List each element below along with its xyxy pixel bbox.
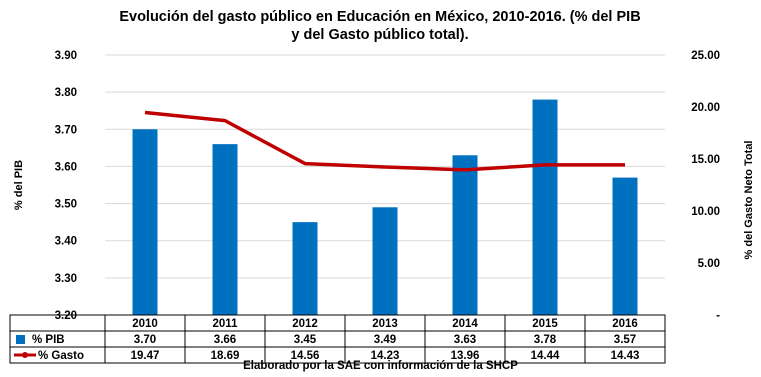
left-tick-label: 3.80	[55, 87, 77, 99]
left-tick-label: 3.30	[55, 273, 77, 285]
data-label-pib: 3.57	[614, 334, 636, 346]
left-tick-label: 3.60	[55, 161, 77, 173]
bar-2012	[292, 222, 318, 315]
data-label-gasto: 14.43	[611, 350, 640, 362]
left-tick-label: 3.20	[55, 310, 77, 322]
data-label-pib: 3.78	[534, 334, 557, 346]
right-tick-label: 15.00	[691, 154, 720, 166]
category-label: 2016	[612, 318, 638, 330]
chart-title-line-2: y del Gasto público total).	[291, 27, 469, 43]
left-tick-label: 3.70	[55, 124, 77, 136]
left-tick-label: 3.90	[55, 50, 77, 62]
category-label: 2015	[532, 318, 558, 330]
bar-2016	[612, 177, 638, 315]
legend-label-pib: % PIB	[32, 334, 65, 346]
chart-title-line-1: Evolución del gasto público en Educación…	[119, 9, 641, 25]
chart-title: Evolución del gasto público en Educación…	[40, 8, 720, 44]
data-label-pib: 3.63	[454, 334, 476, 346]
data-label-pib: 3.70	[134, 334, 156, 346]
line-series-gasto	[144, 110, 626, 172]
left-tick-label: 3.40	[55, 236, 77, 248]
data-table-border	[9, 314, 666, 364]
source-note: Elaborado por la SAE con información de …	[243, 360, 518, 372]
data-label-gasto: 14.44	[531, 350, 560, 362]
data-label-pib: 3.45	[294, 334, 317, 346]
right-tick-label: 20.00	[691, 102, 720, 114]
bar-2015	[532, 99, 558, 315]
legend-key-gasto-marker	[22, 352, 28, 358]
data-label-gasto: 14.23	[371, 350, 400, 362]
right-axis-title: % del Gasto Neto Total	[743, 141, 755, 260]
bar-2014	[452, 155, 478, 315]
category-label: 2013	[372, 318, 398, 330]
category-label: 2012	[292, 318, 318, 330]
bar-2011	[212, 144, 238, 315]
data-label-gasto: 18.69	[211, 350, 240, 362]
data-label-gasto: 14.56	[291, 350, 320, 362]
right-tick-label: 5.00	[698, 258, 720, 270]
category-label: 2014	[452, 318, 478, 330]
bar-2013	[372, 207, 398, 315]
bar-2010	[132, 129, 158, 315]
data-label-gasto: 13.96	[451, 350, 480, 362]
data-label-gasto: 19.47	[131, 350, 160, 362]
legend-key-pib	[16, 335, 25, 344]
right-tick-label: -	[716, 310, 720, 322]
category-label: 2010	[132, 318, 158, 330]
category-label: 2011	[213, 318, 239, 330]
data-label-pib: 3.66	[214, 334, 236, 346]
left-axis-title: % del PIB	[13, 160, 25, 210]
left-tick-label: 3.50	[55, 199, 77, 211]
right-tick-label: 25.00	[691, 50, 720, 62]
legend-label-gasto: % Gasto	[38, 350, 84, 362]
data-label-pib: 3.49	[374, 334, 396, 346]
right-tick-label: 10.00	[691, 206, 720, 218]
